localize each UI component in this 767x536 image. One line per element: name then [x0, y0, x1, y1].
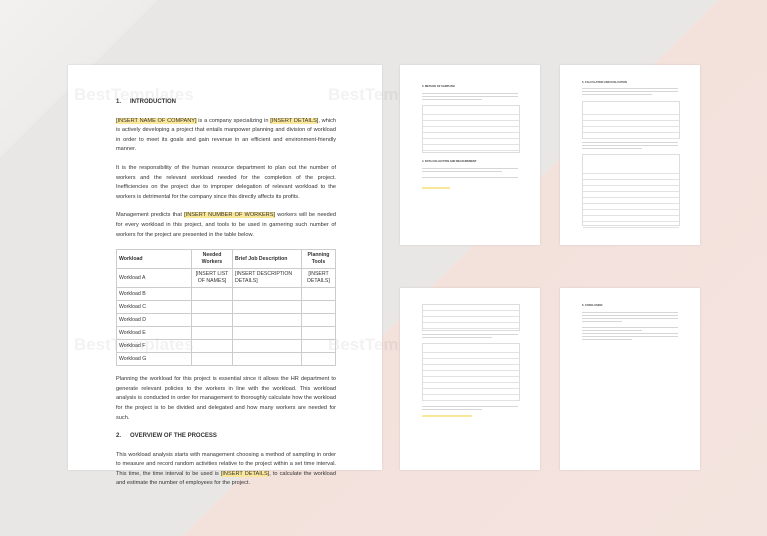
- placeholder-details[interactable]: [INSERT DETAILS]: [220, 470, 270, 477]
- header-workload: Workload: [116, 249, 192, 270]
- text: workers will be needed for every workloa…: [116, 212, 336, 238]
- table-row: Workload C: [116, 300, 336, 315]
- watermark: BestTemplates: [74, 85, 194, 104]
- paragraph-intro: [INSERT NAME OF COMPANY] is a company sp…: [116, 117, 336, 155]
- thumb-heading: 3. METHOD OF SAMPLING: [422, 85, 455, 88]
- cell: Workload G: [116, 352, 192, 367]
- table-row: Workload B: [116, 287, 336, 302]
- section-title: INTRODUCTION: [130, 99, 176, 105]
- text: This workload analysis starts with manag…: [116, 451, 336, 477]
- cell: [INSERT DESCRIPTION DETAILS]: [232, 268, 302, 289]
- cell: Workload E: [116, 326, 192, 341]
- section-heading-introduction: 1. INTRODUCTION: [116, 98, 336, 108]
- page-thumbnail-4[interactable]: [400, 288, 540, 470]
- cell: [INSERT LIST OF NAMES]: [191, 268, 233, 289]
- placeholder-number-of-workers[interactable]: [INSERT NUMBER OF WORKERS]: [184, 212, 276, 219]
- cell: Workload F: [116, 339, 192, 354]
- text: Management predicts that: [116, 212, 185, 219]
- cell: Workload A: [116, 268, 192, 289]
- thumb-heading: 5. CALCULATION AND EVALUATION: [582, 81, 627, 84]
- cell: Workload D: [116, 313, 192, 328]
- table-row: Workload E: [116, 326, 336, 341]
- header-needed-workers: Needed Workers: [191, 249, 233, 270]
- workload-table: Workload Needed Workers Brief Job Descri…: [116, 249, 336, 367]
- table-header-row: Workload Needed Workers Brief Job Descri…: [116, 249, 336, 270]
- document-page-main: BestTemplates BestTemplates BestTemplate…: [68, 65, 448, 486]
- text: , to calculate the workload and estimate…: [116, 470, 337, 487]
- paragraph-management: Management predicts that [INSERT NUMBER …: [116, 211, 336, 240]
- cell: Workload C: [116, 300, 192, 315]
- section-heading-overview: 2. OVERVIEW OF THE PROCESS: [116, 432, 336, 442]
- page-thumbnail-3[interactable]: 5. CALCULATION AND EVALUATION: [560, 65, 700, 245]
- section-number: 1.: [116, 99, 122, 105]
- paragraph-overview: This workload analysis starts with manag…: [116, 451, 336, 489]
- header-planning-tools: Planning Tools: [301, 249, 336, 270]
- placeholder-company-name[interactable]: [INSERT NAME OF COMPANY]: [116, 117, 197, 124]
- thumb-heading: 4. DATA COLLECTION AND MEASUREMENT: [422, 160, 477, 163]
- placeholder-details[interactable]: [INSERT DETAILS]: [270, 117, 319, 124]
- header-job-description: Brief Job Description: [232, 249, 302, 270]
- section-title: OVERVIEW OF THE PROCESS: [130, 433, 217, 440]
- paragraph-responsibility: It is the responsibility of the human re…: [116, 164, 336, 200]
- table-row: Workload F: [116, 339, 336, 354]
- text: is a company specializing in: [196, 117, 271, 124]
- cell: [INSERT DETAILS]: [301, 268, 336, 289]
- paragraph-planning: Planning the workload for this project i…: [116, 376, 336, 421]
- text: , which is actively developing a project…: [116, 117, 336, 153]
- table-row: Workload D: [116, 313, 336, 328]
- table-row: Workload G: [116, 352, 336, 367]
- table-row: Workload A [INSERT LIST OF NAMES] [INSERT …: [116, 268, 336, 289]
- cell: Workload B: [116, 287, 192, 302]
- thumb-heading: 6. CONCLUSION: [582, 304, 603, 307]
- page-thumbnail-5[interactable]: 6. CONCLUSION: [560, 288, 700, 470]
- section-number: 2.: [116, 433, 122, 440]
- page-thumbnail-2[interactable]: 3. METHOD OF SAMPLING 4. DATA COLLECTION…: [400, 65, 540, 245]
